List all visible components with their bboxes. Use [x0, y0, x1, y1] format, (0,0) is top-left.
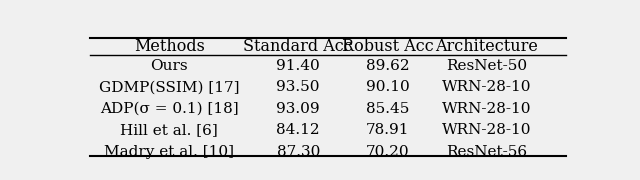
Text: Ours: Ours — [150, 59, 188, 73]
Text: ADP(σ = 0.1) [18]: ADP(σ = 0.1) [18] — [100, 102, 239, 116]
Text: 93.09: 93.09 — [276, 102, 320, 116]
Text: WRN-28-10: WRN-28-10 — [442, 80, 531, 95]
Text: Madry et al. [10]: Madry et al. [10] — [104, 145, 234, 159]
Text: ResNet-56: ResNet-56 — [446, 145, 527, 159]
Text: ResNet-50: ResNet-50 — [446, 59, 527, 73]
Text: Robust Acc: Robust Acc — [342, 38, 433, 55]
Text: 87.30: 87.30 — [276, 145, 320, 159]
Text: Architecture: Architecture — [435, 38, 538, 55]
Text: 89.62: 89.62 — [365, 59, 410, 73]
Text: 78.91: 78.91 — [366, 123, 409, 137]
Text: 90.10: 90.10 — [365, 80, 410, 95]
Text: 93.50: 93.50 — [276, 80, 320, 95]
Text: 85.45: 85.45 — [366, 102, 409, 116]
Text: WRN-28-10: WRN-28-10 — [442, 123, 531, 137]
Text: GDMP(SSIM) [17]: GDMP(SSIM) [17] — [99, 80, 239, 95]
Text: Hill et al. [6]: Hill et al. [6] — [120, 123, 218, 137]
Text: 70.20: 70.20 — [365, 145, 410, 159]
Text: 84.12: 84.12 — [276, 123, 320, 137]
Text: WRN-28-10: WRN-28-10 — [442, 102, 531, 116]
Text: Standard Acc: Standard Acc — [243, 38, 353, 55]
Text: 91.40: 91.40 — [276, 59, 320, 73]
Text: Methods: Methods — [134, 38, 205, 55]
